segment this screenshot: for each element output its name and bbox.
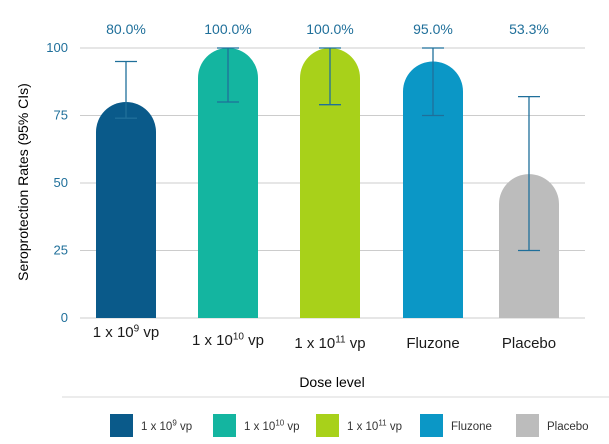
category-label: Placebo: [547, 421, 589, 433]
data-labels: 80.0% 100.0% 100.0% 95.0% 53.3%: [106, 21, 549, 37]
y-tick-label: 100: [46, 40, 68, 55]
category-label: 1 x 1010 vp: [192, 331, 264, 349]
y-tick-label: 75: [54, 108, 68, 123]
error-bar: [217, 47, 239, 103]
category-label: 1 x 109 vp: [93, 323, 159, 341]
data-label: 95.0%: [413, 21, 453, 37]
y-axis-title: Seroprotection Rates (95% CIs): [15, 83, 31, 281]
bar: [403, 61, 463, 319]
category-label: 1 x 1011 vp: [294, 334, 365, 352]
y-tick-label: 50: [54, 175, 68, 190]
error-bar: [422, 47, 444, 117]
legend-item: 1 x 1011 vp: [316, 414, 402, 437]
bars: [96, 48, 559, 319]
error-bar: [319, 47, 341, 106]
bar: [96, 102, 156, 318]
y-tick-label: 0: [61, 310, 68, 325]
y-tick-label: 25: [54, 243, 68, 258]
data-label: 80.0%: [106, 21, 146, 37]
legend-swatch: [110, 414, 133, 437]
category-label: 1 x 1010 vp: [244, 419, 300, 433]
bar: [198, 48, 258, 318]
legend-swatch: [420, 414, 443, 437]
category-label: 1 x 1011 vp: [347, 419, 402, 433]
legend: 1 x 109 vp 1 x 1010 vp 1 x 1011 vp Fluzone P…: [110, 414, 589, 437]
legend-swatch: [316, 414, 339, 437]
legend-item: Fluzone: [420, 414, 492, 437]
error-bars: [115, 47, 540, 252]
legend-item: 1 x 1010 vp: [213, 414, 300, 437]
legend-swatch: [516, 414, 539, 437]
category-label: Placebo: [502, 335, 556, 352]
legend-item: 1 x 109 vp: [110, 414, 192, 437]
category-label: Fluzone: [451, 421, 492, 433]
data-label: 100.0%: [204, 21, 251, 37]
error-bar: [115, 60, 137, 119]
x-axis-categories: 1 x 109 vp 1 x 1010 vp 1 x 1011 vp Fluzone P…: [93, 323, 556, 352]
category-label: Fluzone: [406, 335, 459, 352]
error-bar: [518, 95, 540, 252]
category-label: 1 x 109 vp: [141, 419, 192, 433]
y-axis-ticks: 0 25 50 75 100: [46, 40, 68, 325]
legend-swatch: [213, 414, 236, 437]
legend-item: Placebo: [516, 414, 589, 437]
bar: [300, 48, 360, 318]
data-label: 53.3%: [509, 21, 549, 37]
data-label: 100.0%: [306, 21, 353, 37]
x-axis-title: Dose level: [299, 374, 364, 390]
